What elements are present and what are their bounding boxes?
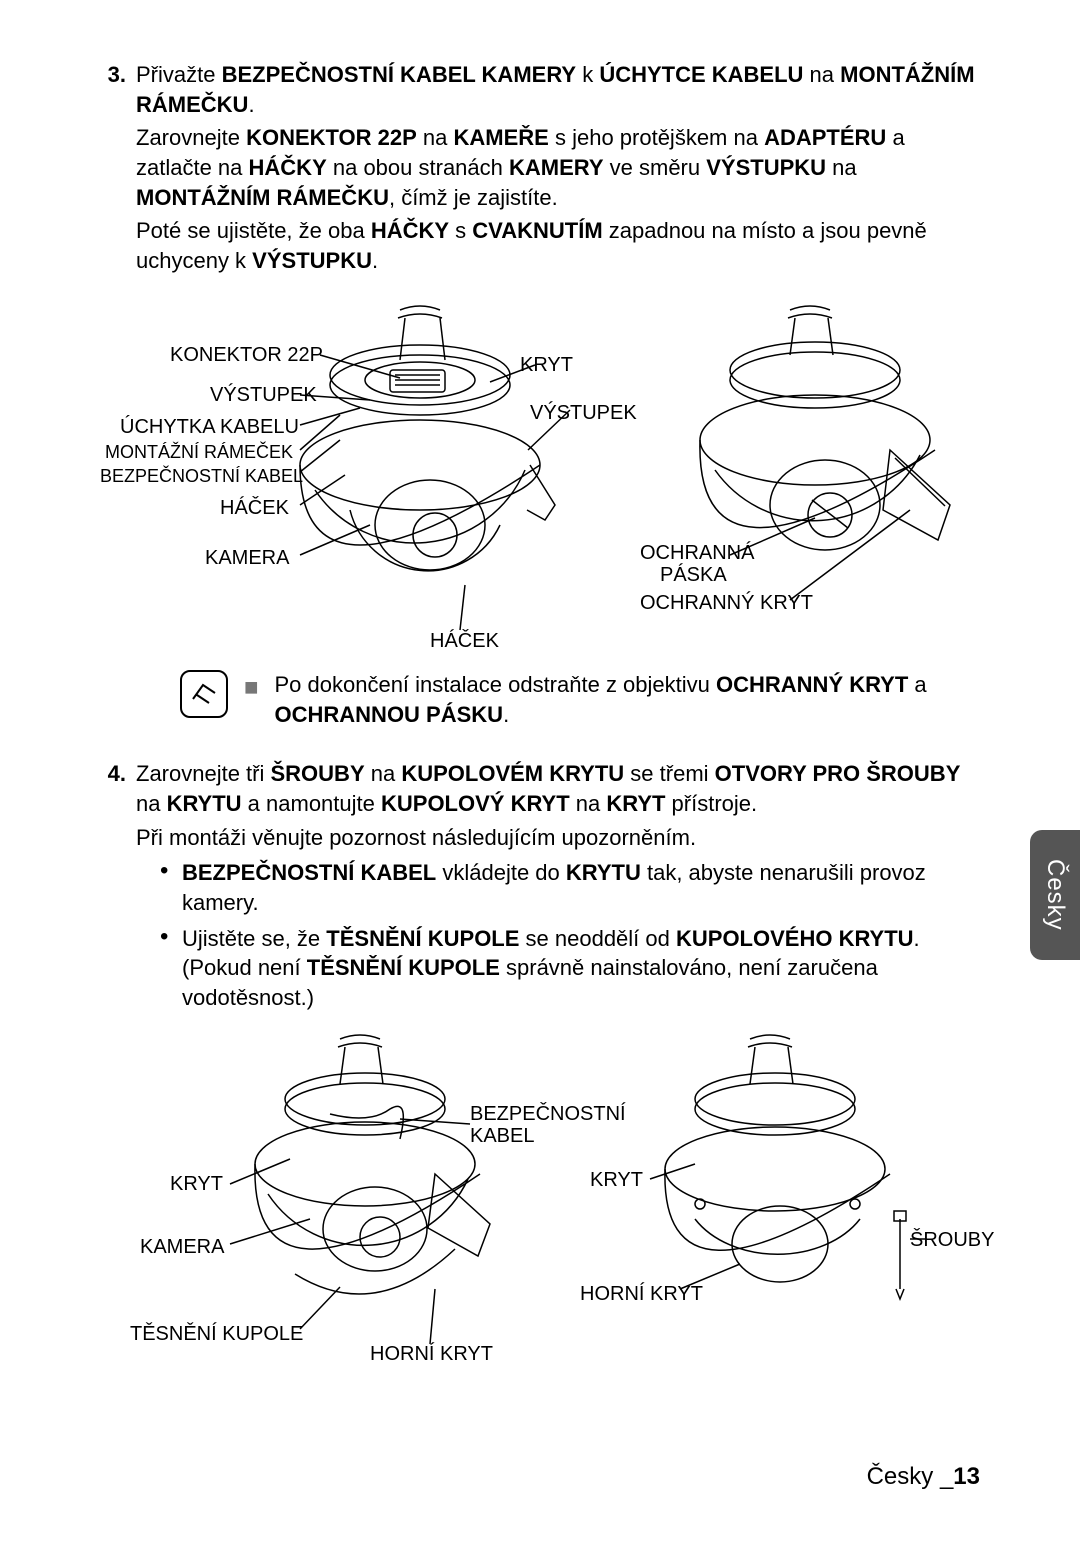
label-srouby: ŠROUBY [910,1227,994,1254]
diagram-1-right: OCHRANNÁ PÁSKA OCHRANNÝ KRYT [640,300,980,660]
step4-line1: Zarovnejte tři ŠROUBY na KUPOLOVÉM KRYTU… [136,759,980,818]
label-bezpkabel: BEZPEČNOSTNÍ KABEL [100,464,303,488]
step4-bullet-2: Ujistěte se, že TĚSNĚNÍ KUPOLE se neoddě… [160,924,980,1013]
label-ochranny-kryt: OCHRANNÝ KRYT [640,590,813,617]
diagram-row-2: BEZPEČNOSTNÍ KABEL KRYT KAMERA TĚSNĚNÍ K… [100,1029,980,1379]
step4-line2: Při montáži věnujte pozornost následujíc… [136,823,980,853]
label-kryt2: KRYT [170,1171,223,1198]
label-hacek2: HÁČEK [430,628,499,655]
label-kryt: KRYT [520,352,573,379]
label-kamera: KAMERA [205,545,289,572]
label-vystupek: VÝSTUPEK [210,382,317,409]
label-horni2: HORNÍ KRYT [580,1281,703,1308]
language-tab-label: Česky [1039,859,1071,931]
step3-line3: Poté se ujistěte, že oba HÁČKY s CVAKNUT… [136,216,980,275]
step-body: Přivažte BEZPEČNOSTNÍ KABEL KAMERY k ÚCH… [136,60,980,280]
camera-screws-icon [580,1029,980,1379]
step-number: 4. [100,759,136,1019]
label-konektor: KONEKTOR 22P [170,342,323,369]
label-bezpkabel-l2: KABEL [470,1123,534,1150]
step-3: 3. Přivažte BEZPEČNOSTNÍ KABEL KAMERY k … [100,60,980,280]
note-row: ■ Po dokončení instalace odstraňte z obj… [180,670,980,729]
page-footer: Česky _13 [867,1461,980,1493]
label-kamera2: KAMERA [140,1234,224,1261]
step-number: 3. [100,60,136,280]
step4-bullet-1: BEZPEČNOSTNÍ KABEL vkládejte do KRYTU ta… [160,858,980,917]
label-uchytka: ÚCHYTKA KABELU [120,414,299,441]
language-tab: Česky [1030,830,1080,960]
label-kryt3: KRYT [590,1167,643,1194]
step-4: 4. Zarovnejte tři ŠROUBY na KUPOLOVÉM KR… [100,759,980,1019]
step3-line1: Přivažte BEZPEČNOSTNÍ KABEL KAMERY k ÚCH… [136,60,980,119]
label-horni: HORNÍ KRYT [370,1341,493,1368]
step-body: Zarovnejte tři ŠROUBY na KUPOLOVÉM KRYTU… [136,759,980,1019]
step4-bullets: BEZPEČNOSTNÍ KABEL vkládejte do KRYTU ta… [160,858,980,1012]
step3-line2: Zarovnejte KONEKTOR 22P na KAMEŘE s jeho… [136,123,980,212]
diagram-row-1: KONEKTOR 22P VÝSTUPEK ÚCHYTKA KABELU MON… [100,300,980,660]
label-ramecek: MONTÁŽNÍ RÁMEČEK [105,440,293,464]
label-vystupek2: VÝSTUPEK [530,400,637,427]
label-hacek: HÁČEK [220,495,289,522]
label-ochranna-l2: PÁSKA [660,562,727,589]
label-tesneni: TĚSNĚNÍ KUPOLE [130,1321,303,1348]
footer-page: 13 [953,1463,980,1490]
diagram-2-right: KRYT HORNÍ KRYT ŠROUBY [580,1029,980,1379]
note-text: Po dokončení instalace odstraňte z objek… [275,670,981,729]
note-icon [180,670,228,718]
diagram-1-left: KONEKTOR 22P VÝSTUPEK ÚCHYTKA KABELU MON… [100,300,600,660]
diagram-2-left: BEZPEČNOSTNÍ KABEL KRYT KAMERA TĚSNĚNÍ K… [100,1029,560,1379]
note-bullet: ■ [244,672,259,704]
footer-lang: Česky _ [867,1463,954,1490]
